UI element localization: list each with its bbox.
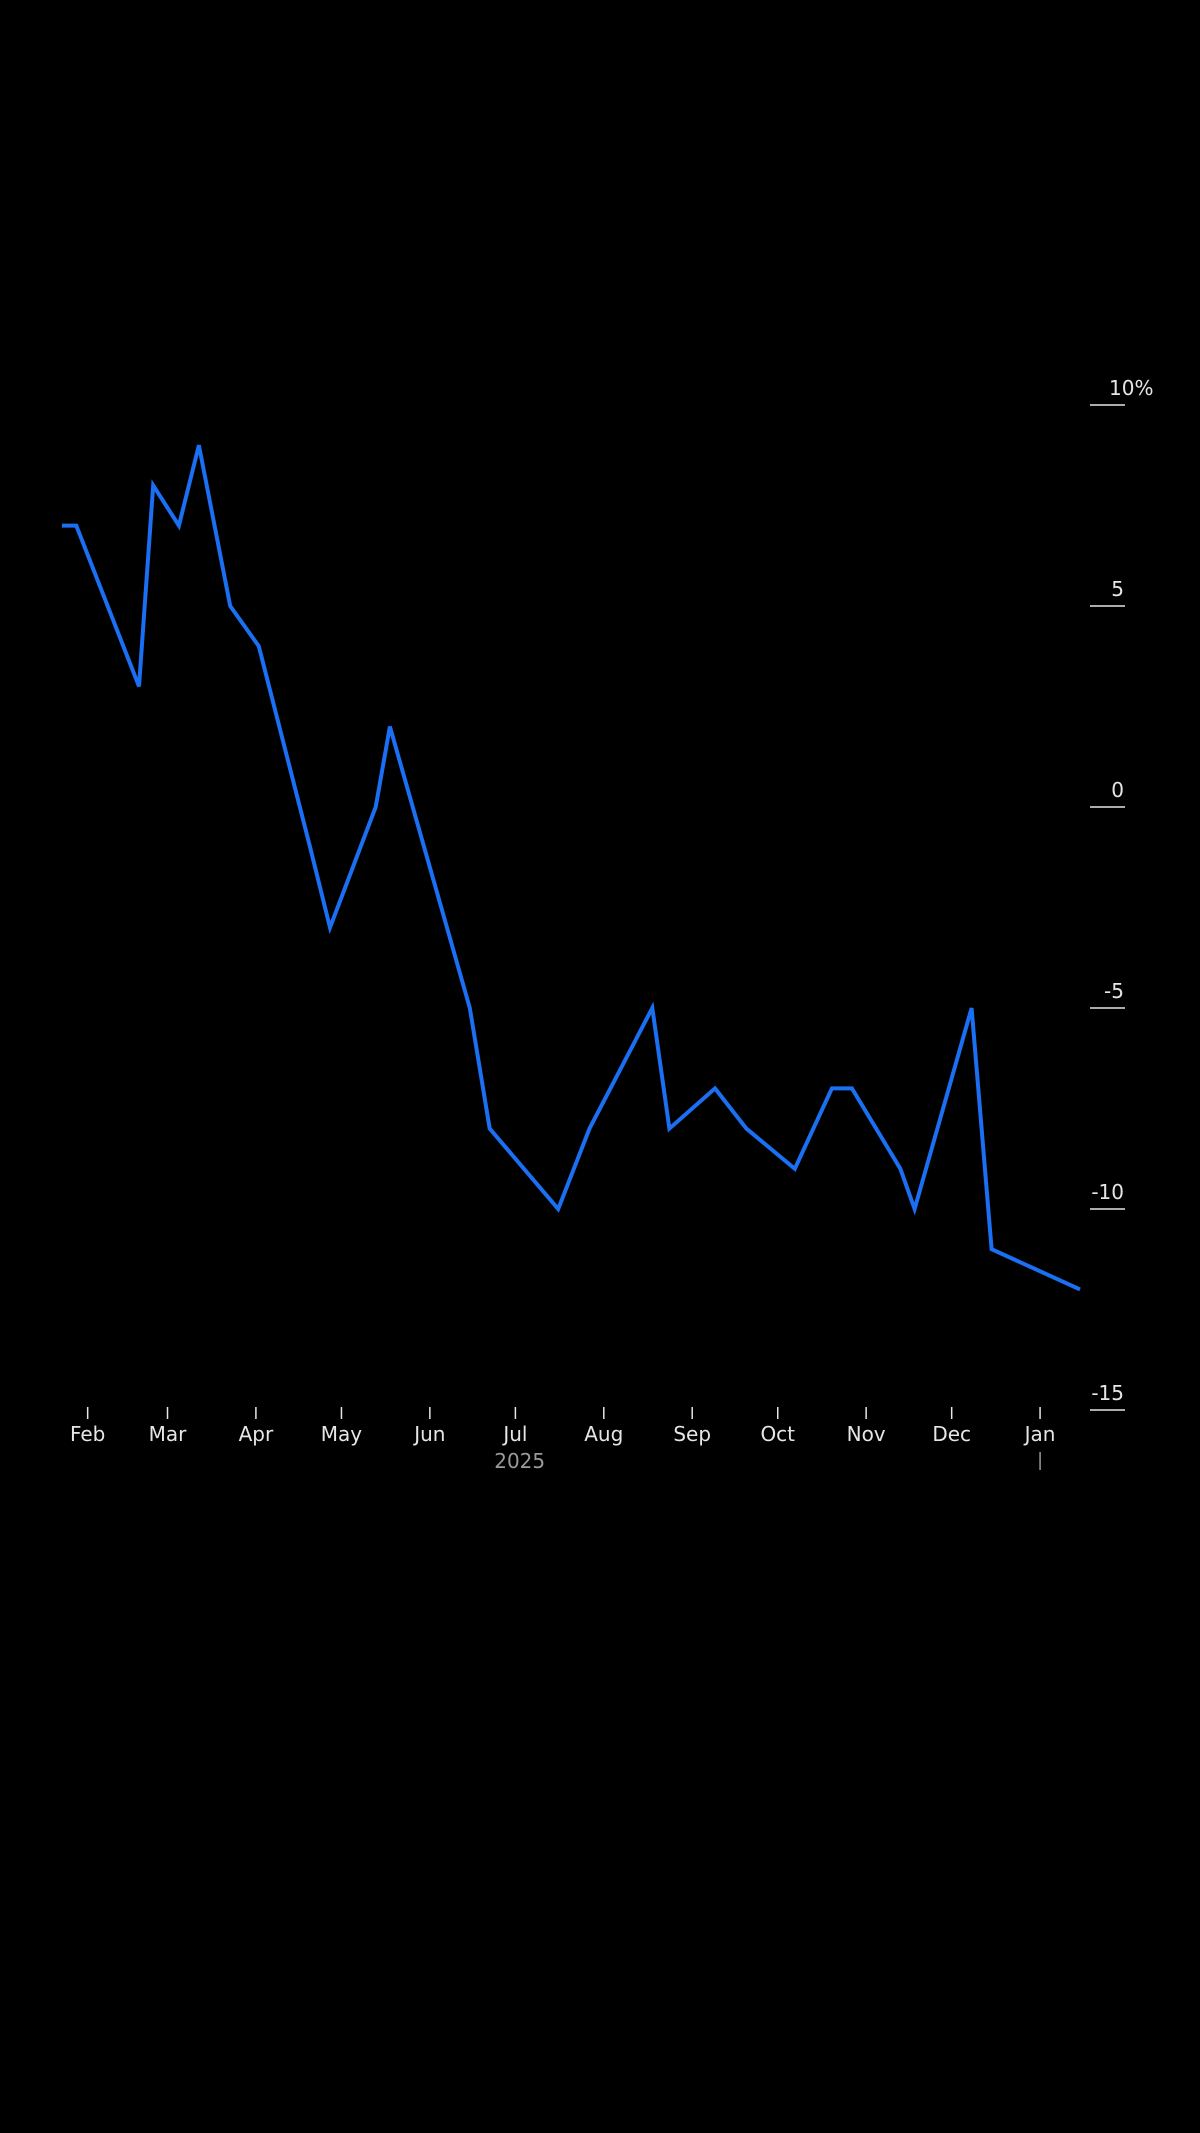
x-tick-label: Jul	[501, 1422, 527, 1446]
x-tick-label: Aug	[584, 1422, 623, 1446]
y-tick-label: -10	[1091, 1180, 1124, 1204]
y-unit-suffix: %	[1134, 376, 1153, 400]
x-tick-label: Apr	[239, 1422, 274, 1446]
y-tick-label: -15	[1091, 1381, 1124, 1405]
x-tick-label: Jan	[1023, 1422, 1056, 1446]
x-tick-label: Mar	[149, 1422, 188, 1446]
x-tick-label: Dec	[932, 1422, 971, 1446]
y-tick-label: 0	[1111, 778, 1124, 802]
series-line	[62, 444, 1081, 1292]
y-tick-label: 5	[1111, 577, 1124, 601]
x-tick-label: Oct	[760, 1422, 795, 1446]
x-axis: Feb Mar Apr May Jun Jul Aug Sep Oct Nov Dec Jan 2025	[70, 1407, 1056, 1473]
y-axis: 10% 5 0 -5 -10 -15	[1090, 376, 1153, 1411]
series-layer	[62, 444, 1081, 1292]
x-tick-label: Jun	[412, 1422, 445, 1446]
x-tick-label: May	[321, 1422, 363, 1446]
y-tick-label: -5	[1104, 979, 1124, 1003]
x-tick-label: Nov	[847, 1422, 886, 1446]
y-tick-label: 10%	[1109, 376, 1153, 400]
x-tick-label: Sep	[673, 1422, 711, 1446]
year-label: 2025	[494, 1449, 545, 1473]
x-tick-label: Feb	[70, 1422, 105, 1446]
